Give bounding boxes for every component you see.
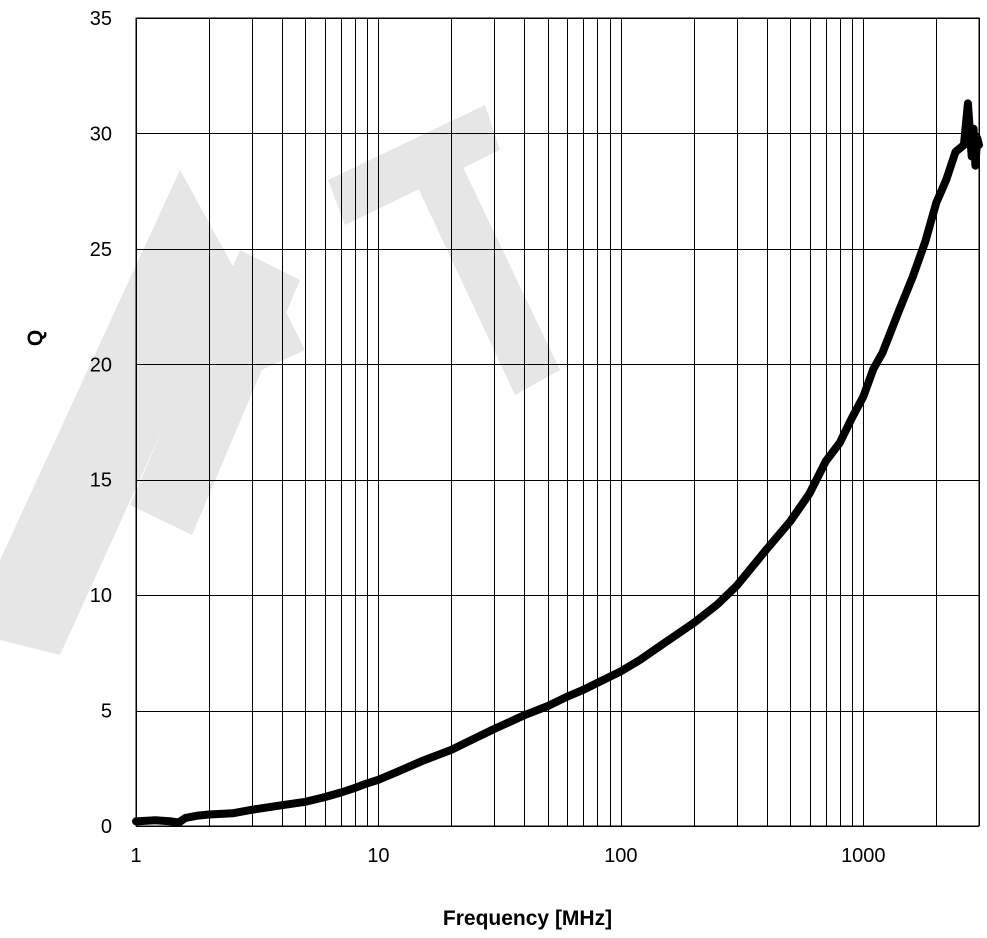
y-tick-label: 0 [101,816,112,838]
q-curve-series [132,99,983,827]
watermark-letter-a-shape [0,170,235,655]
y-tick-label: 15 [90,470,112,492]
watermark-letter-t-stem [405,140,560,395]
plot-area-border [135,17,980,827]
y-tick-label: 30 [90,123,112,145]
x-tick-label: 100 [604,845,637,867]
x-tick-label: 1000 [841,845,886,867]
x-tick-label: 1 [130,845,141,867]
y-tick-label: 35 [90,8,112,30]
y-axis-ticks: 0 5 10 15 20 25 30 35 [90,8,112,838]
y-tick-label: 20 [90,354,112,376]
y-tick-label: 5 [101,701,112,723]
x-tick-label: 10 [367,845,389,867]
y-tick-label: 25 [90,239,112,261]
y-tick-label: 10 [90,585,112,607]
y-axis-title: Q [24,330,47,346]
draft-watermark [0,105,560,655]
x-axis-ticks: 1 10 100 1000 [130,845,885,867]
x-axis-title: Frequency [MHz] [443,907,612,930]
